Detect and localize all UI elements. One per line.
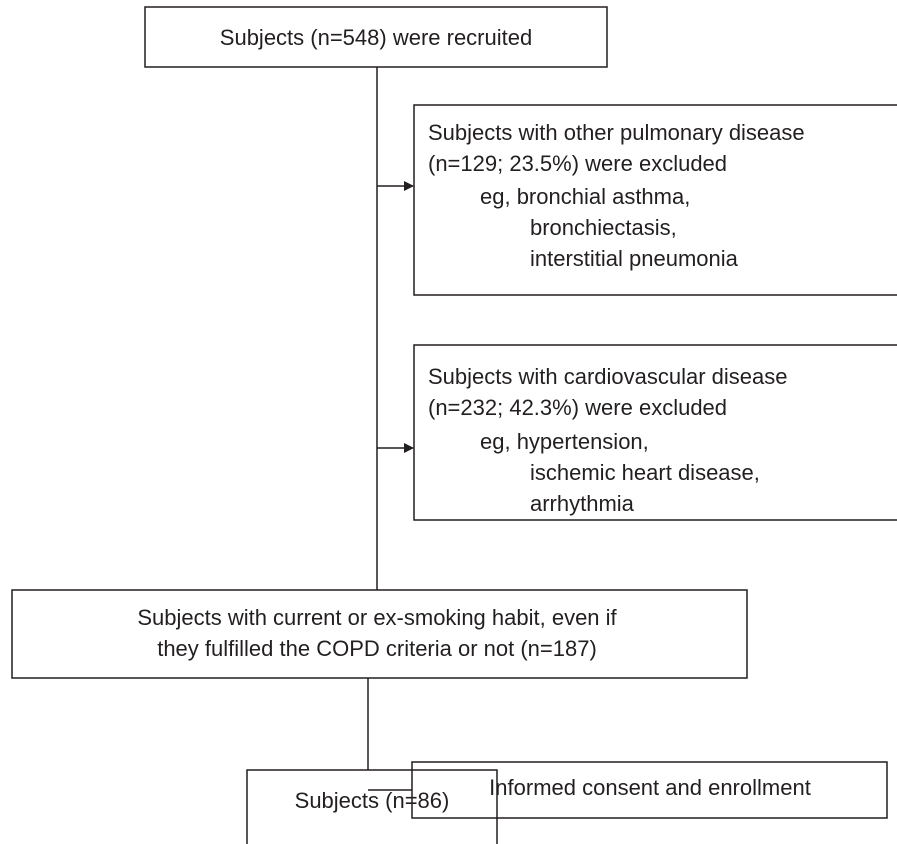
node-text: (n=129; 23.5%) were excluded [428, 151, 727, 176]
node-text: Subjects with current or ex-smoking habi… [137, 605, 617, 630]
box [413, 344, 897, 521]
box [413, 104, 897, 296]
node-text: Subjects with other pulmonary disease [428, 120, 805, 145]
node-text: bronchiectasis, [530, 215, 677, 240]
node-text: they fulfilled the COPD criteria or not … [157, 636, 597, 661]
node-text: Subjects with cardiovascular disease [428, 364, 788, 389]
node-text: interstitial pneumonia [530, 246, 739, 271]
node-text: Informed consent and enrollment [489, 775, 811, 800]
box [246, 769, 498, 844]
box [11, 589, 748, 679]
node-text: eg, bronchial asthma, [480, 184, 690, 209]
node-text: eg, hypertension, [480, 429, 649, 454]
node-text: (n=232; 42.3%) were excluded [428, 395, 727, 420]
node-text: arrhythmia [530, 491, 635, 516]
node-text: Subjects (n=548) were recruited [220, 25, 532, 50]
node-text: Subjects (n=86) [295, 788, 450, 813]
node-text: ischemic heart disease, [530, 460, 760, 485]
box [411, 761, 888, 819]
box [144, 6, 608, 68]
